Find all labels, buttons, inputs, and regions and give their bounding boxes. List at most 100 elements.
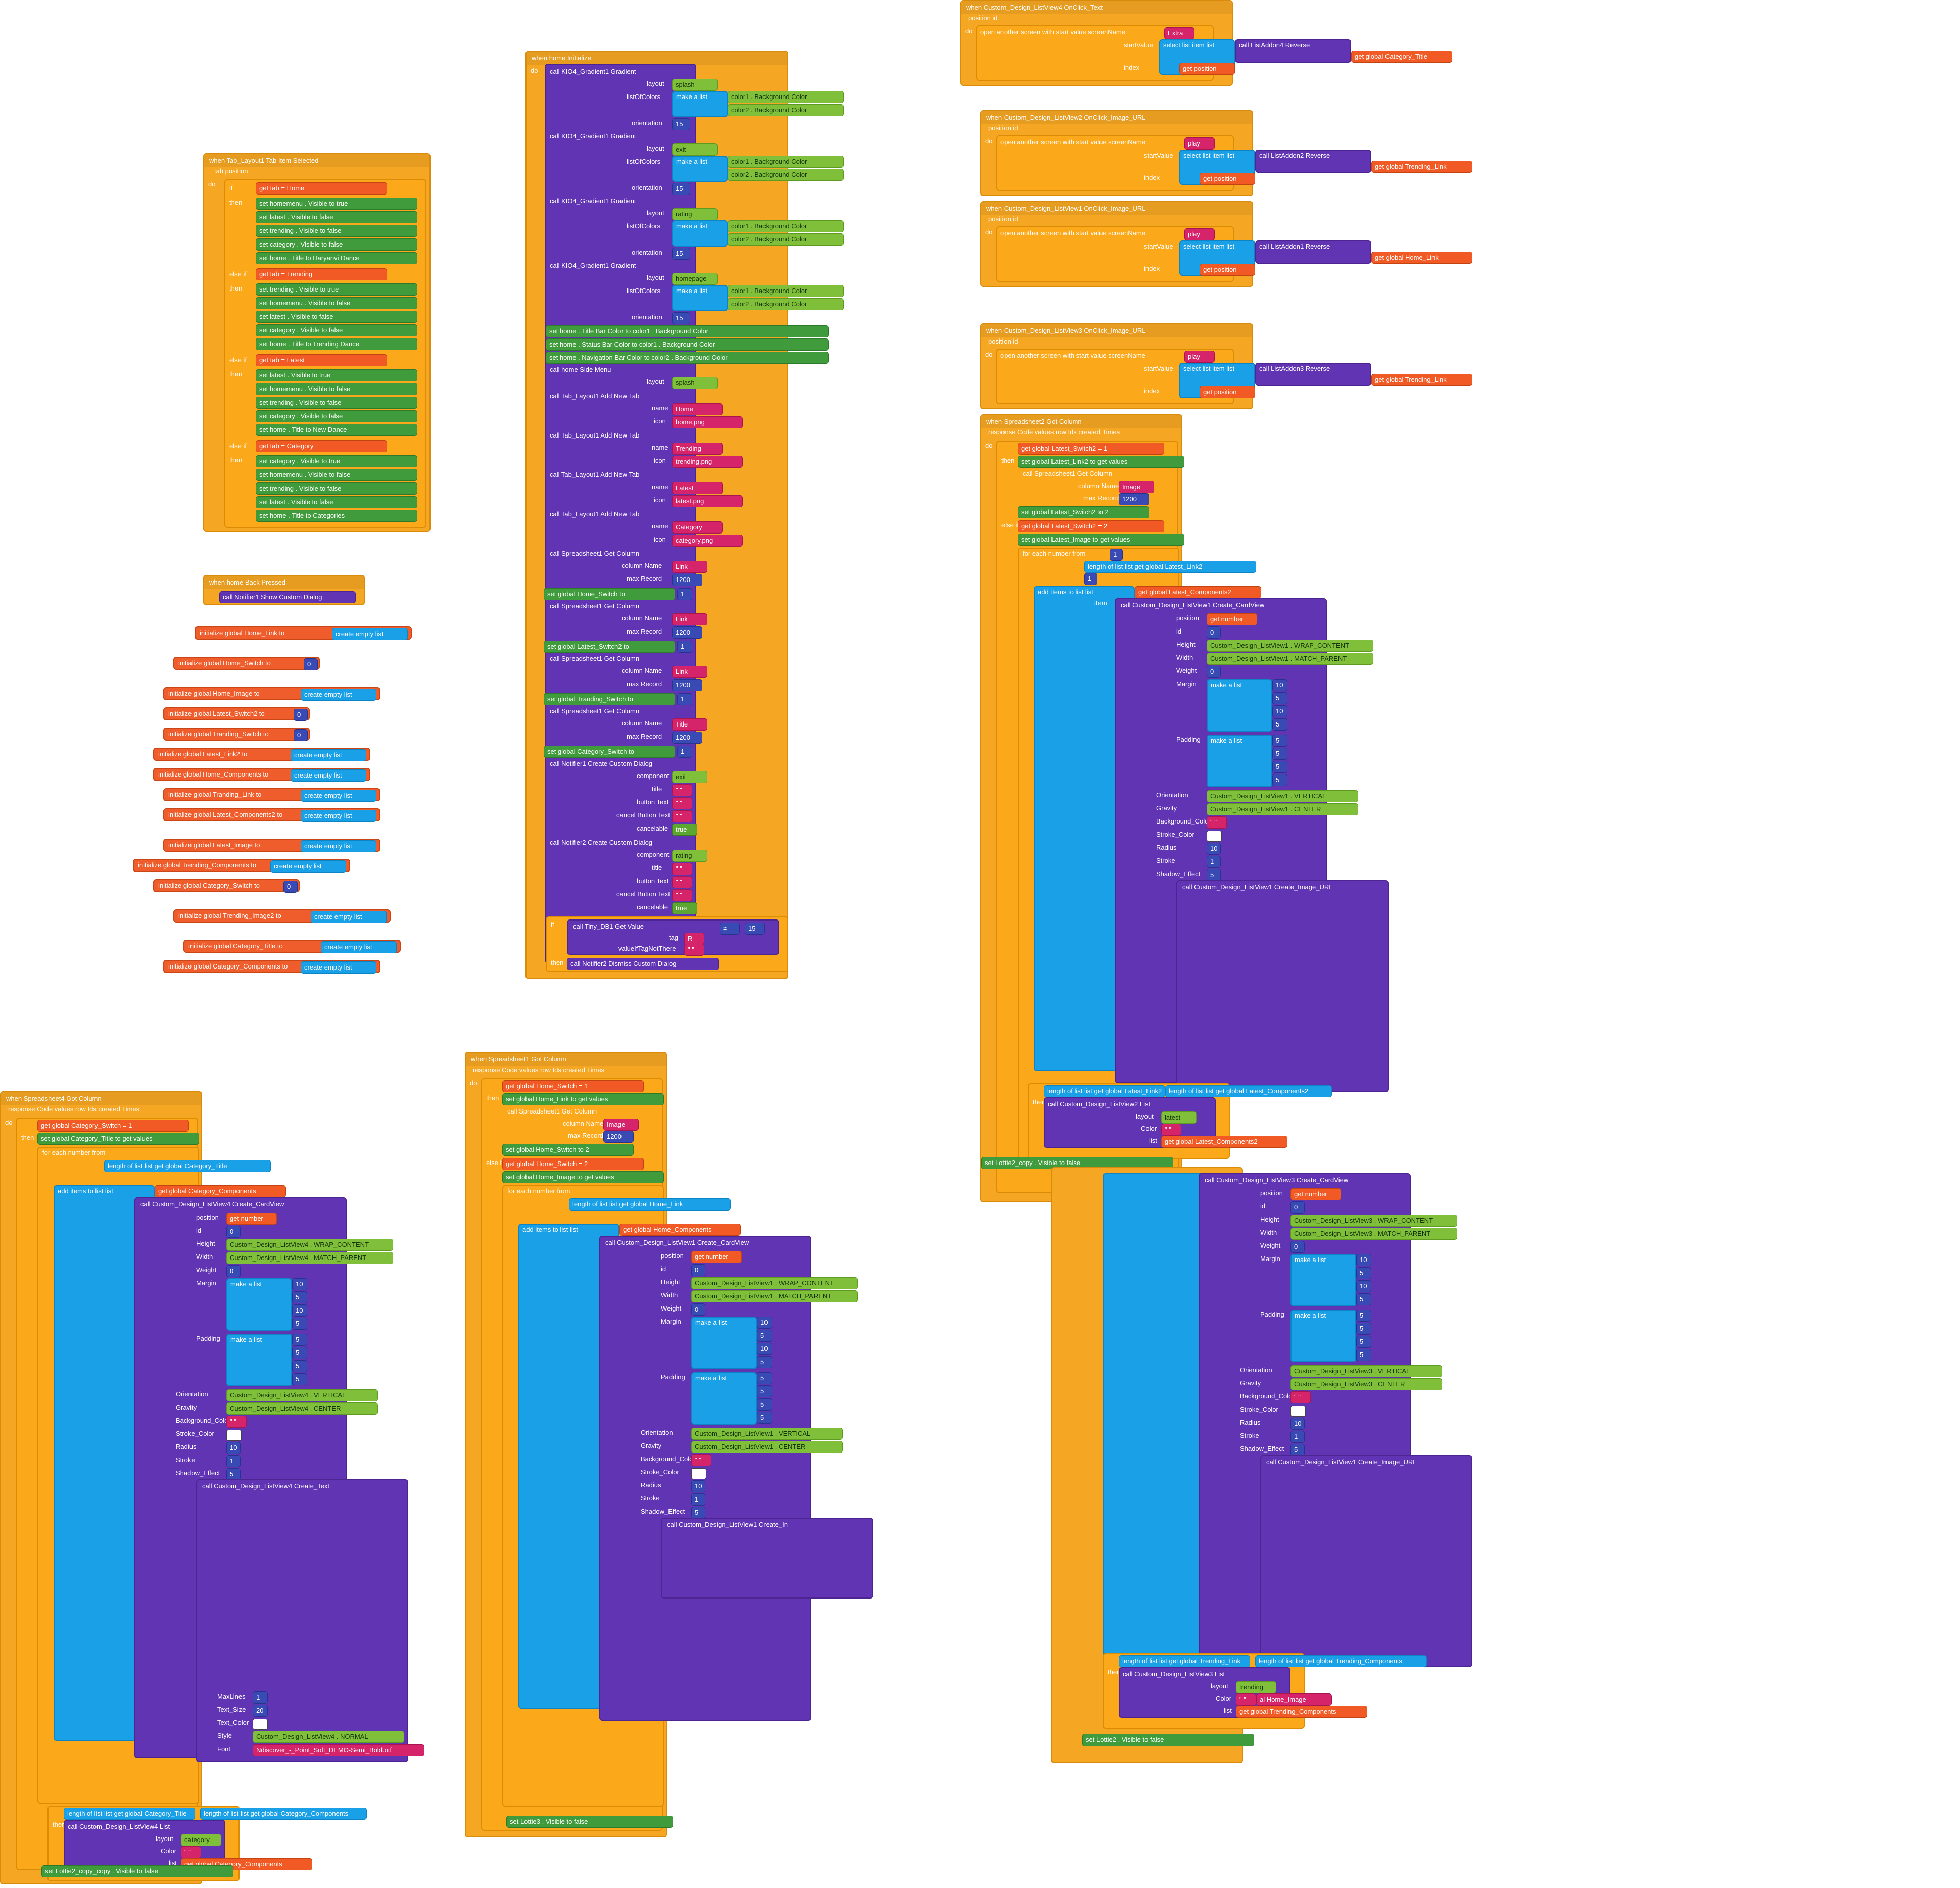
initialize-global-block[interactable]: initialize global Home_Components to crea… (153, 768, 370, 782)
list-color[interactable]: " " (1236, 1693, 1256, 1706)
side-menu-layout[interactable]: splash (672, 377, 718, 389)
prop-value[interactable]: Custom_Design_ListView1 . WRAP_CONTENT (1207, 640, 1373, 652)
prop-value[interactable]: Custom_Design_ListView4 . WRAP_CONTENT (226, 1239, 393, 1251)
set-home-color[interactable]: set home . Title Bar Color to color1 . B… (546, 325, 829, 337)
reverse-call[interactable]: call ListAddon1 Reverse (1255, 240, 1371, 264)
orientation-value[interactable]: 15 (672, 118, 690, 130)
set-property-block[interactable]: set homemenu . Visible to false (256, 383, 417, 395)
title-value[interactable]: " " (672, 784, 692, 796)
for-each-block[interactable]: for each number from length of list list … (502, 1185, 873, 1807)
initial-value[interactable]: create empty list (301, 810, 376, 822)
prop-value[interactable]: 5 (691, 1507, 705, 1519)
open-screen-block[interactable]: open another screen with start value scr… (996, 226, 1472, 282)
layout-value[interactable]: splash (672, 79, 718, 91)
color1-value[interactable]: color1 . Background Color (728, 285, 844, 297)
prop-value[interactable]: Custom_Design_ListView3 . CENTER (1290, 1378, 1442, 1390)
length-of-list[interactable]: length of list list get global Category_… (104, 1160, 271, 1172)
set-title[interactable]: set global Category_Title to get values (37, 1133, 199, 1145)
padding-value[interactable]: 5 (1356, 1336, 1371, 1348)
compare-op[interactable]: ≠ (720, 923, 740, 935)
initial-value[interactable]: create empty list (291, 749, 366, 761)
text-prop-value[interactable]: 1 (253, 1691, 268, 1704)
margin-make-list[interactable]: make a list (1290, 1254, 1356, 1306)
initialize-global-block[interactable]: initialize global Category_Components to… (163, 960, 380, 974)
for-each-block[interactable]: for each number from length of list list … (37, 1147, 424, 1804)
color1-value[interactable]: color1 . Background Color (728, 156, 844, 168)
event-onclick[interactable]: when Custom_Design_ListView1 OnClick_Ima… (980, 201, 1472, 287)
initialize-global-block[interactable]: initialize global Latest_Image to create … (163, 839, 380, 852)
set-image[interactable]: set global Latest_Image to get values (1018, 534, 1184, 546)
set-property-block[interactable]: set home . Title to Categories (256, 510, 417, 522)
switch-condition[interactable]: get global Home_Switch = 1 (502, 1080, 644, 1092)
padding-value[interactable]: 5 (757, 1412, 772, 1424)
open-screen-block[interactable]: open another screen with start value scr… (996, 349, 1472, 404)
make-list-block[interactable]: make a list (672, 156, 728, 182)
initialize-global-block[interactable]: initialize global Category_Switch to 0 (153, 879, 300, 893)
prop-value[interactable]: 0 (691, 1303, 705, 1316)
initialize-global-block[interactable]: initialize global Home_Switch to 0 (173, 657, 320, 670)
dismiss-dialog[interactable]: call Notifier2 Dismiss Custom Dialog (567, 958, 719, 970)
compare-left[interactable]: length of list list get global Latest_Li… (1044, 1085, 1165, 1097)
prop-value[interactable]: Custom_Design_ListView1 . CENTER (1207, 803, 1358, 815)
set-home-color[interactable]: set home . Navigation Bar Color to color… (546, 352, 829, 364)
make-list-block[interactable]: make a list (672, 285, 728, 311)
padding-value[interactable]: 5 (292, 1373, 307, 1385)
margin-value[interactable]: 10 (1272, 705, 1287, 717)
prop-value[interactable]: 0 (226, 1226, 241, 1238)
padding-make-list[interactable]: make a list (226, 1334, 292, 1386)
layout-value[interactable]: exit (672, 143, 718, 156)
prop-value[interactable]: 5 (1290, 1444, 1305, 1456)
if-compare-block[interactable]: length of list list get global Trending_… (1103, 1653, 1427, 1729)
make-list-block[interactable]: make a list (672, 220, 728, 247)
padding-value[interactable]: 5 (292, 1334, 307, 1346)
index-value[interactable]: get position (1200, 173, 1255, 185)
create-cardview-call[interactable]: call Custom_Design_ListView1 Create_Card… (1045, 598, 1389, 1096)
index-value[interactable]: get position (1200, 386, 1255, 398)
if-compare-block[interactable]: length of list list get global Latest_Li… (1028, 1083, 1332, 1159)
set-property-block[interactable]: set homemenu . Visible to true (256, 198, 417, 210)
set-property-block[interactable]: set homemenu . Visible to false (256, 297, 417, 309)
prop-value[interactable]: get number (226, 1213, 277, 1225)
initial-value[interactable]: create empty list (291, 769, 366, 782)
initial-value[interactable]: create empty list (321, 941, 397, 953)
set-lottie3[interactable]: set Lottie3 . Visible to false (506, 1816, 673, 1828)
prop-value[interactable]: 10 (226, 1442, 241, 1454)
index-value[interactable]: get position (1200, 264, 1255, 276)
make-list-block[interactable]: make a list (672, 91, 728, 117)
prop-value[interactable]: Custom_Design_ListView1 . VERTICAL (691, 1428, 843, 1440)
padding-make-list[interactable]: make a list (691, 1372, 757, 1425)
max-record[interactable]: 1200 (1119, 493, 1149, 505)
switch-value[interactable]: 1 (677, 641, 692, 653)
tag-value[interactable]: R (684, 933, 704, 945)
prop-value[interactable]: Custom_Design_ListView1 . CENTER (691, 1441, 843, 1453)
list-call[interactable]: call Custom_Design_ListView2 List layout l… (1044, 1097, 1287, 1148)
tab-icon[interactable]: category.png (672, 535, 743, 547)
tab-icon[interactable]: latest.png (672, 495, 743, 507)
event-onclick[interactable]: when Custom_Design_ListView2 OnClick_Ima… (980, 110, 1472, 196)
max-record[interactable]: 1200 (672, 626, 702, 639)
cancelable-value[interactable]: true (672, 902, 697, 914)
prop-value[interactable]: " " (226, 1416, 247, 1428)
set-property-block[interactable]: set latest . Visible to true (256, 369, 417, 381)
add-target[interactable]: get global Home_Components (619, 1224, 741, 1236)
compare-right[interactable]: length of list list get global Category_… (200, 1808, 367, 1820)
reverse-list[interactable]: get global Home_Link (1371, 252, 1472, 264)
create-cardview-call[interactable]: call Custom_Design_ListView4 Create_Card… (134, 1197, 424, 1762)
initial-value[interactable]: 0 (283, 881, 298, 893)
prop-value[interactable]: 1 (226, 1455, 241, 1467)
set-switch[interactable]: set global Home_Switch to 2 (502, 1144, 634, 1156)
prop-value[interactable]: 0 (226, 1265, 241, 1277)
reverse-list[interactable]: get global Category_Title (1351, 51, 1452, 63)
list-value[interactable]: get global Latest_Components2 (1161, 1136, 1287, 1148)
prop-value[interactable]: 1 (691, 1493, 705, 1506)
initial-value[interactable]: create empty list (301, 840, 376, 852)
prop-value[interactable]: 1 (1290, 1431, 1305, 1443)
set-link[interactable]: set global Latest_Link2 to get values (1018, 456, 1184, 468)
stroke-color-swatch[interactable] (226, 1430, 242, 1441)
color1-value[interactable]: color1 . Background Color (728, 91, 844, 103)
prop-value[interactable]: Custom_Design_ListView3 . MATCH_PARENT (1290, 1228, 1457, 1240)
initial-value[interactable]: create empty list (311, 911, 387, 923)
prop-value[interactable]: " " (1207, 816, 1227, 829)
